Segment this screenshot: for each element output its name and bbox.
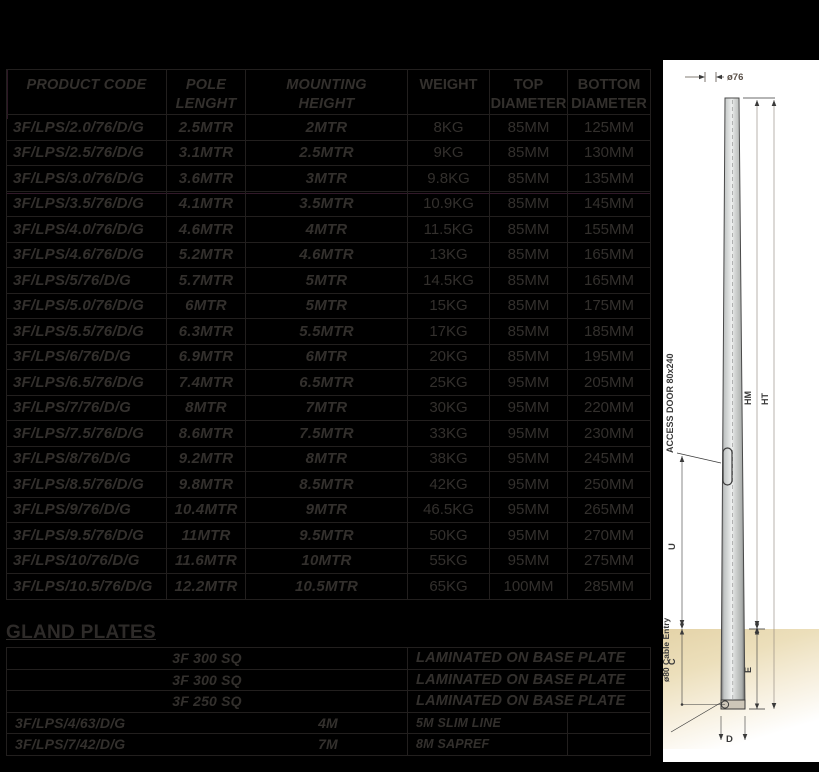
svg-text:D: D	[726, 734, 733, 745]
svg-text:E: E	[743, 667, 753, 673]
svg-text:HT: HT	[760, 393, 770, 405]
svg-text:ø80 Cable Entry: ø80 Cable Entry	[663, 617, 671, 682]
svg-text:HM: HM	[743, 391, 753, 405]
svg-text:ø76: ø76	[727, 72, 743, 83]
svg-text:ACCESS DOOR 80x240: ACCESS DOOR 80x240	[665, 353, 675, 453]
svg-text:U: U	[667, 543, 678, 550]
